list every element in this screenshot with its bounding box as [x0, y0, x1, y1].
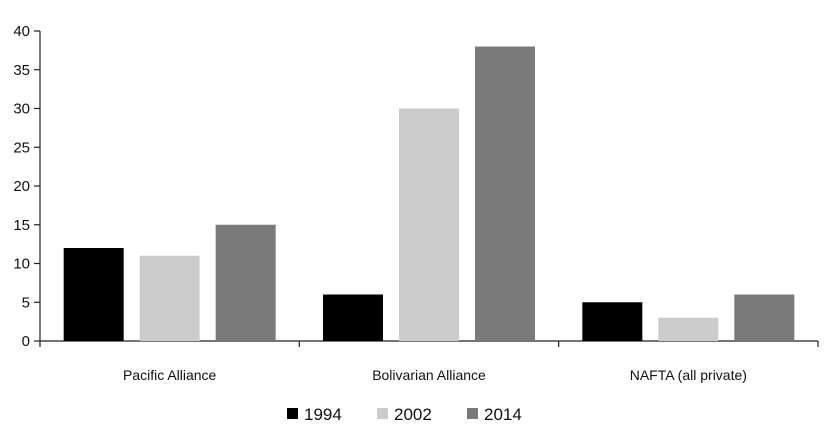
y-tick-label: 35: [13, 62, 30, 79]
category-label: NAFTA (all private): [630, 367, 747, 383]
legend-label: 1994: [304, 405, 342, 424]
category-labels: Pacific Alliance Bolivarian Alliance NAFTA…: [123, 367, 747, 383]
category-label: Bolivarian Alliance: [372, 367, 486, 383]
y-axis: 0 5 10 15 20 25 30 35 40: [13, 23, 41, 350]
bar-1994-1: [323, 294, 383, 341]
bar-2002-0: [139, 255, 200, 341]
y-tick-label: 5: [22, 294, 30, 311]
legend-swatch-2002: [377, 408, 388, 419]
y-tick-label: 25: [13, 139, 30, 156]
bar-2014-1: [475, 46, 535, 341]
legend-swatch-1994: [287, 408, 298, 419]
y-tick-label: 0: [22, 333, 30, 350]
bar-2014-0: [215, 224, 276, 341]
y-tick-label: 10: [13, 256, 30, 273]
category-label: Pacific Alliance: [123, 367, 217, 383]
bars: [63, 46, 795, 341]
legend-swatch-2014: [467, 408, 478, 419]
y-tick-label: 15: [13, 217, 30, 234]
bar-1994-0: [63, 248, 124, 341]
legend: 1994 2002 2014: [287, 405, 522, 424]
x-axis: [39, 340, 819, 347]
y-tick-label: 40: [13, 23, 30, 40]
legend-label: 2014: [484, 405, 522, 424]
bar-1994-2: [582, 302, 643, 341]
bar-2002-2: [658, 317, 719, 341]
y-tick-label: 20: [13, 178, 30, 195]
y-tick-label: 30: [13, 101, 30, 118]
bar-2014-2: [734, 294, 795, 341]
bar-2002-1: [399, 108, 459, 341]
legend-label: 2002: [394, 405, 432, 424]
